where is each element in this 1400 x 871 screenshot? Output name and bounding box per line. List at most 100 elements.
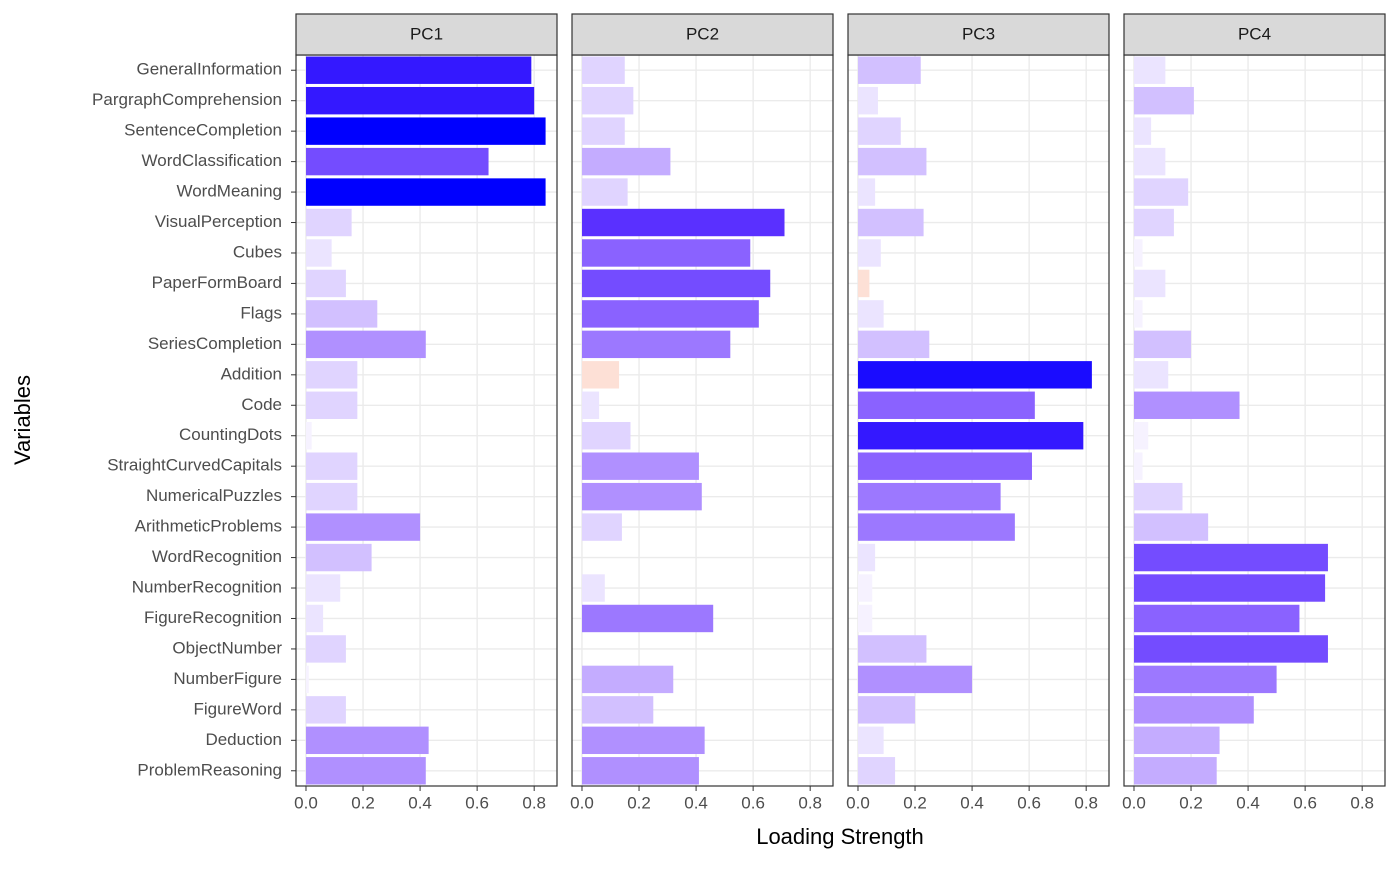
x-tick-label: 0.0 (294, 793, 318, 812)
bar (581, 726, 705, 755)
x-tick-label: 0.2 (1179, 793, 1203, 812)
y-tick-label: FigureRecognition (144, 608, 282, 627)
x-tick-label: 0.8 (1074, 793, 1098, 812)
panel-background (572, 55, 833, 786)
bar (857, 239, 881, 267)
bar (857, 452, 1032, 480)
y-tick-label: NumericalPuzzles (146, 486, 282, 505)
x-tick-label: 0.4 (684, 793, 708, 812)
bar (1133, 665, 1277, 694)
x-tick-label: 0.6 (465, 793, 489, 812)
x-tick-label: 0.6 (1017, 793, 1041, 812)
bar (1133, 757, 1217, 785)
bar (1133, 543, 1328, 572)
bar (1133, 269, 1166, 298)
bar (857, 86, 878, 115)
y-tick-label: Deduction (205, 730, 282, 749)
y-tick-label: NumberFigure (173, 669, 282, 688)
bar (1133, 208, 1174, 237)
bar (305, 147, 489, 176)
bar (305, 422, 312, 450)
bar (305, 300, 378, 328)
bar (581, 330, 731, 359)
x-tick-label: 0.2 (351, 793, 375, 812)
bar (305, 604, 324, 633)
bar (857, 757, 896, 785)
x-tick-label: 0.0 (1122, 793, 1146, 812)
strip-label: PC4 (1238, 24, 1271, 43)
y-tick-label: PargraphComprehension (92, 90, 282, 109)
panel-background (848, 55, 1109, 786)
bar (581, 56, 625, 84)
bar (857, 117, 901, 145)
y-tick-label: StraightCurvedCapitals (107, 456, 282, 475)
bar (1133, 635, 1328, 663)
strip (847, 13, 1110, 56)
y-axis-title: Variables (10, 375, 35, 465)
bar (581, 86, 634, 115)
panel-background (296, 55, 557, 786)
y-tick-label: WordMeaning (176, 182, 282, 201)
bar (857, 604, 873, 633)
bar (1133, 361, 1169, 389)
bar (857, 178, 876, 206)
y-tick-label: SentenceCompletion (124, 121, 282, 140)
strip-label: PC2 (686, 24, 719, 43)
bar (581, 604, 714, 633)
y-tick-label: Cubes (233, 242, 282, 261)
bar (857, 330, 930, 359)
bar (857, 482, 1001, 511)
bar (305, 482, 358, 511)
bar (581, 757, 699, 785)
bar (305, 757, 426, 785)
x-tick-label: 0.2 (903, 793, 927, 812)
bar (305, 86, 535, 115)
bar (581, 482, 702, 511)
bar (1133, 117, 1152, 145)
bar (857, 635, 927, 663)
bar (305, 330, 426, 359)
strip (571, 13, 834, 56)
bar (1133, 513, 1209, 541)
x-tick-label: 0.6 (741, 793, 765, 812)
y-tick-label: ObjectNumber (172, 638, 282, 657)
y-tick-label: WordRecognition (152, 547, 282, 566)
y-tick-label: CountingDots (179, 425, 282, 444)
bar (581, 147, 671, 176)
bar (1133, 726, 1220, 755)
bar (857, 696, 916, 724)
bar (1133, 86, 1194, 115)
bar (1133, 696, 1254, 724)
panel-background (1124, 55, 1385, 786)
bar (305, 361, 358, 389)
bar (857, 300, 884, 328)
bar (857, 361, 1092, 389)
strip-label: PC1 (410, 24, 443, 43)
bar (581, 269, 771, 298)
bar (857, 147, 927, 176)
bar (857, 665, 973, 694)
strip (295, 13, 558, 56)
bar (1133, 482, 1183, 511)
bar (581, 361, 620, 389)
x-axis-title: Loading Strength (756, 824, 924, 849)
bar (305, 543, 372, 572)
bar (581, 117, 625, 145)
bar (305, 513, 421, 541)
bar (857, 269, 870, 298)
bar (857, 208, 924, 237)
bar (305, 56, 532, 84)
x-tick-label: 0.8 (798, 793, 822, 812)
bar (581, 513, 622, 541)
y-tick-label: PaperFormBoard (152, 273, 282, 292)
bar (305, 269, 346, 298)
bar (1133, 178, 1189, 206)
bar (581, 422, 631, 450)
y-tick-label: Addition (221, 364, 282, 383)
y-tick-label: ProblemReasoning (137, 760, 282, 779)
bar (857, 513, 1015, 541)
bar (305, 239, 332, 267)
bar (305, 178, 546, 206)
bar (305, 208, 352, 237)
